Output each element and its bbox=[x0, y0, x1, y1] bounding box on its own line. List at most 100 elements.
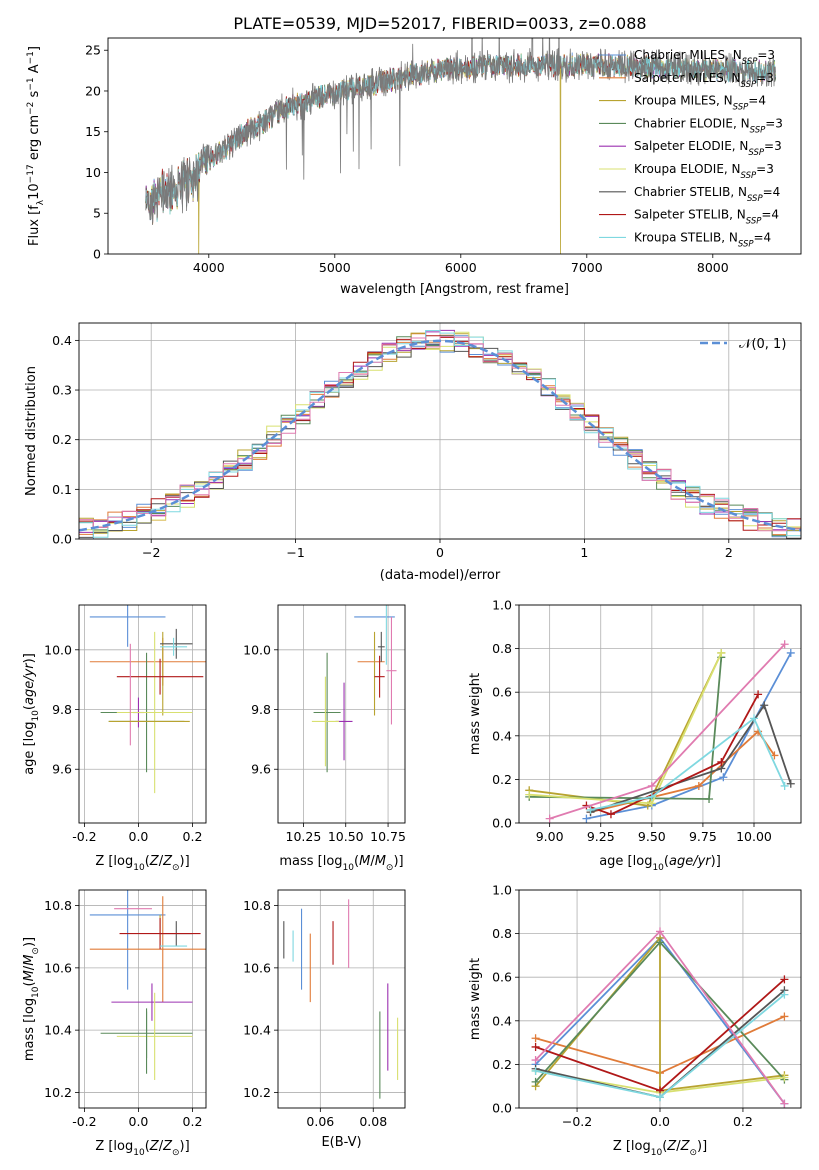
y-tick-label: 0.4 bbox=[492, 728, 512, 743]
y-axis-label-part: λ bbox=[36, 199, 46, 205]
legend-text: =3 bbox=[764, 139, 782, 153]
x-axis-label-part: Z bbox=[666, 1139, 677, 1154]
x-axis-label-part: / bbox=[676, 1139, 681, 1154]
axes-frame bbox=[277, 604, 406, 824]
marker bbox=[780, 1099, 789, 1108]
x-axis-label-part: / bbox=[159, 854, 164, 869]
marker bbox=[606, 810, 615, 819]
marker bbox=[582, 814, 591, 823]
marker bbox=[525, 790, 534, 799]
normal-curve bbox=[79, 339, 801, 532]
legend-text: =4 bbox=[754, 230, 772, 244]
x-axis-label-part: Z bbox=[162, 854, 173, 869]
y-tick-label: 1.0 bbox=[492, 883, 512, 898]
y-tick-label: 0.8 bbox=[492, 641, 512, 656]
marker bbox=[694, 781, 703, 790]
x-axis-label-part: 10 bbox=[651, 1148, 663, 1158]
legend-label: 𝒩(0, 1) bbox=[739, 337, 786, 352]
marker bbox=[531, 1056, 540, 1065]
mass-age-panel: 10.25 10.50 10.75 9.6 9.8 10.0 bbox=[243, 604, 406, 844]
x-tick-label: 9.00 bbox=[536, 829, 564, 844]
x-axis-label-part: age [log bbox=[599, 854, 652, 869]
legend-text: =3 bbox=[756, 162, 774, 176]
legend-text: Salpeter STELIB, N bbox=[634, 208, 746, 222]
x-tick-label: -0.2 bbox=[72, 1114, 96, 1129]
histogram-pink bbox=[79, 335, 801, 539]
x-axis-label-part: Z [log bbox=[613, 1139, 651, 1154]
y-tick-label: 10.4 bbox=[44, 1023, 72, 1038]
y-tick-label: 25 bbox=[85, 43, 101, 58]
y-tick-label: 0.1 bbox=[52, 482, 72, 497]
x-axis-label: Z [log10(Z/Z⊙)] bbox=[95, 854, 189, 873]
plot-area bbox=[79, 329, 801, 539]
x-tick-label: 9.25 bbox=[587, 829, 615, 844]
x-tick-label: 0.08 bbox=[359, 1114, 387, 1129]
x-axis-label-part: 10 bbox=[343, 863, 355, 873]
x-axis-label-part: Z bbox=[162, 1139, 173, 1154]
y-axis-label-part: mass weight bbox=[468, 958, 483, 1040]
y-axis-label-part: )] bbox=[22, 653, 37, 663]
marker bbox=[656, 927, 664, 936]
y-axis-label: mass weight bbox=[468, 673, 483, 755]
error-bar-5 bbox=[311, 676, 339, 767]
x-axis-label-part: 10 bbox=[652, 863, 664, 873]
error-bar-5 bbox=[116, 631, 193, 794]
x-tick-label: 5000 bbox=[319, 260, 351, 275]
x-tick-label: −0.2 bbox=[562, 1114, 592, 1129]
ticks: 4000 5000 6000 7000 8000 0 5 10 15 20 25 bbox=[85, 43, 729, 275]
x-tick-label: 0.2 bbox=[733, 1114, 753, 1129]
y-axis-label-part: ( bbox=[22, 705, 37, 710]
x-tick-label: 8000 bbox=[697, 260, 729, 275]
legend-label: Chabrier ELODIE, NSSP=3 bbox=[634, 116, 783, 135]
marker bbox=[786, 779, 795, 788]
ticks: -0.2 0.0 0.2 10.2 10.4 10.6 10.8 bbox=[44, 898, 202, 1129]
x-axis-label-part: ( bbox=[145, 854, 150, 869]
error-bar-7 bbox=[116, 658, 204, 695]
plot-area bbox=[89, 605, 206, 794]
x-axis-label-part: Z bbox=[680, 1139, 691, 1154]
x-axis-label-part: )] bbox=[180, 854, 190, 869]
x-axis-label-part: Z [log bbox=[95, 1139, 133, 1154]
y-axis-label: mass weight bbox=[468, 958, 483, 1040]
error-bar-1 bbox=[89, 896, 206, 1003]
x-tick-label: 10.75 bbox=[370, 829, 406, 844]
x-axis-label-part: Z [log bbox=[95, 854, 133, 869]
x-tick-label: -0.2 bbox=[72, 829, 96, 844]
age-weight-panel: 9.00 9.25 9.50 9.75 10.00 0.0 0.2 0.4 0.6 0.8 1.0 bbox=[492, 598, 802, 844]
marker bbox=[754, 690, 763, 699]
y-axis-label-part: Normed distribution bbox=[24, 366, 39, 496]
legend-text: Kroupa MILES, N bbox=[634, 94, 733, 108]
y-axis-label-part: 10 bbox=[27, 183, 42, 200]
marker bbox=[531, 1034, 540, 1043]
series-salpeter-stelib bbox=[586, 693, 759, 816]
plot-area bbox=[89, 890, 206, 1080]
y-tick-label: 10.6 bbox=[243, 960, 271, 975]
legend-text: =3 bbox=[765, 116, 783, 130]
marker bbox=[545, 814, 554, 823]
y-axis-label-part: erg cm bbox=[27, 115, 42, 164]
x-axis-label-part: )] bbox=[393, 854, 403, 869]
series-chabrier-stelib bbox=[590, 703, 792, 813]
y-axis-label-part: −17 bbox=[26, 164, 36, 183]
y-tick-label: 0.2 bbox=[492, 772, 512, 787]
x-axis-label-part: Z bbox=[149, 854, 160, 869]
x-tick-label: 0.0 bbox=[129, 1114, 149, 1129]
x-axis-label-part: Z bbox=[149, 1139, 160, 1154]
marker bbox=[586, 805, 595, 814]
marker bbox=[531, 1077, 540, 1086]
legend-label: Salpeter MILES, NSSP=3 bbox=[634, 71, 774, 90]
x-tick-label: 9.50 bbox=[638, 829, 666, 844]
x-axis-label: age [log10(age/yr)] bbox=[599, 854, 721, 873]
y-tick-label: 10.8 bbox=[243, 898, 271, 913]
marker bbox=[717, 648, 726, 657]
x-axis-label-part: ( bbox=[662, 1139, 667, 1154]
legend-text: =3 bbox=[757, 48, 775, 62]
x-axis-label-part: 10 bbox=[133, 1148, 145, 1158]
marker bbox=[531, 1066, 540, 1075]
axes-frame bbox=[107, 37, 802, 255]
y-axis-label-part: mass [log bbox=[22, 998, 37, 1061]
x-axis-label-part: )] bbox=[180, 1139, 190, 1154]
y-axis-label-part: Flux [f bbox=[27, 205, 42, 246]
spectrum-panel: 4000 5000 6000 7000 8000 0 5 10 15 20 25 bbox=[85, 37, 802, 275]
